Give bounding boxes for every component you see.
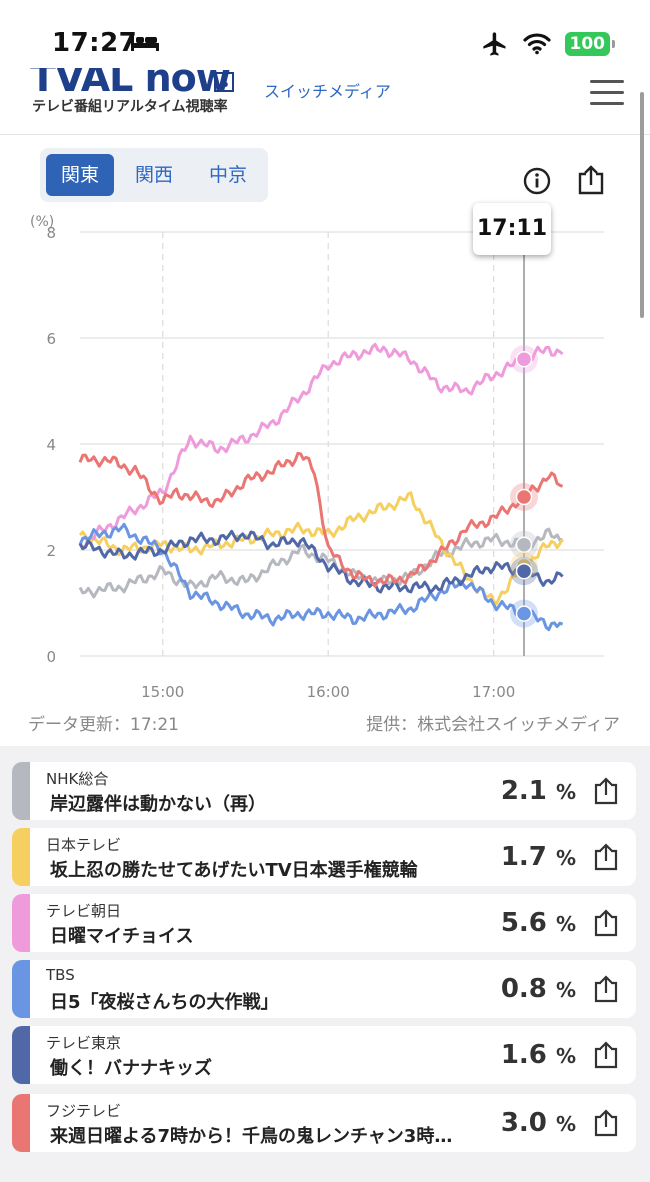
series-line <box>78 529 564 594</box>
program-title: 来週日曜よる7時から！千鳥の鬼レンチャン3時… <box>50 1126 453 1147</box>
series-point <box>515 562 533 580</box>
share-icon[interactable] <box>592 842 620 872</box>
y-unit-label: (%) <box>30 214 54 230</box>
rating-value: 1.6 % <box>500 1040 576 1070</box>
chart-tooltip: 17:11 <box>473 203 551 255</box>
share-icon[interactable] <box>592 908 620 938</box>
app-logo[interactable]: TVAL now <box>30 68 231 100</box>
status-bar: 17:27 100 <box>0 0 650 78</box>
channel-name: フジテレビ <box>46 1102 122 1120</box>
y-tick-label: 4 <box>46 436 56 454</box>
list-item[interactable]: フジテレビ 来週日曜よる7時から！千鳥の鬼レンチャン3時… 3.0 % <box>12 1094 636 1152</box>
rating-value: 5.6 % <box>500 908 576 938</box>
list-item[interactable]: テレビ朝日 日曜マイチョイス 5.6 % <box>12 894 636 952</box>
share-icon[interactable] <box>592 1108 620 1138</box>
y-tick-label: 2 <box>46 542 56 560</box>
series-point <box>515 536 533 553</box>
y-tick-label: 0 <box>46 648 56 666</box>
status-time: 17:27 <box>52 28 138 58</box>
series-line <box>78 522 564 632</box>
bed-icon <box>131 35 159 51</box>
x-tick-label: 16:00 <box>307 683 350 701</box>
provider-text: 提供：株式会社スイッチメディア <box>366 715 620 735</box>
tab-kansai[interactable]: 関西 <box>134 164 173 186</box>
share-icon[interactable] <box>592 776 620 806</box>
list-item[interactable]: TBS 日5「夜桜さんちの大作戦」 0.8 % <box>12 960 636 1018</box>
rating-value: 3.0 % <box>500 1108 576 1138</box>
share-icon[interactable] <box>576 164 606 196</box>
y-tick-label: 6 <box>46 330 56 348</box>
program-list: NHK総合 岸辺露伴は動かない（再） 2.1 % 日本テレビ 坂上忍の勝たせてあ… <box>0 746 650 1182</box>
program-title: 坂上忍の勝たせてあげたいTV日本選手権競輪 <box>50 860 418 881</box>
program-title: 日曜マイチョイス <box>50 926 194 947</box>
program-title: 岸辺露伴は動かない（再） <box>50 794 266 815</box>
region-tabs: 関東 関西 中京 <box>40 148 268 202</box>
ratings-line-chart: 0 2 4 6 8(%) 15:00 16:00 17:00 <box>30 214 604 701</box>
channel-name: テレビ東京 <box>46 1034 122 1052</box>
hamburger-icon[interactable] <box>590 80 624 113</box>
program-title: 日5「夜桜さんちの大作戦」 <box>50 992 279 1013</box>
logo-subtitle: テレビ番組リアルタイム視聴率 <box>32 99 228 115</box>
scrollbar[interactable] <box>640 92 644 318</box>
share-icon[interactable] <box>592 1040 620 1070</box>
channel-color-bar <box>12 762 30 820</box>
series-line <box>78 342 564 550</box>
channel-name: NHK総合 <box>46 770 109 788</box>
series-line <box>78 451 564 588</box>
rating-value: 2.1 % <box>500 776 576 806</box>
channel-color-bar <box>12 960 30 1018</box>
series-point <box>515 605 533 622</box>
app-header: TVAL now β テレビ番組リアルタイム視聴率 スイッチメディア <box>0 68 650 135</box>
program-title: 働く！バナナキッズ <box>50 1058 212 1079</box>
info-icon[interactable] <box>522 164 552 196</box>
x-tick-label: 17:00 <box>472 683 515 701</box>
tab-chukyo[interactable]: 中京 <box>208 164 247 186</box>
rating-value: 0.8 % <box>500 974 576 1004</box>
wifi-icon <box>522 33 551 55</box>
channel-color-bar <box>12 894 30 952</box>
series-point <box>515 350 533 368</box>
battery-icon: 100 <box>564 32 615 56</box>
channel-name: TBS <box>46 966 75 984</box>
channel-color-bar <box>12 1094 30 1152</box>
series-line <box>78 527 563 599</box>
channel-name: テレビ朝日 <box>46 902 122 920</box>
series-point <box>515 488 533 506</box>
share-icon[interactable] <box>592 974 620 1004</box>
x-tick-label: 15:00 <box>141 683 184 701</box>
channel-name: 日本テレビ <box>46 836 122 854</box>
list-item[interactable]: NHK総合 岸辺露伴は動かない（再） 2.1 % <box>12 762 636 820</box>
tab-kanto[interactable]: 関東 <box>46 154 114 196</box>
airplane-icon <box>482 32 505 56</box>
rating-value: 1.7 % <box>500 842 576 872</box>
list-item[interactable]: 日本テレビ 坂上忍の勝たせてあげたいTV日本選手権競輪 1.7 % <box>12 828 636 886</box>
channel-color-bar <box>12 828 30 886</box>
channel-color-bar <box>12 1026 30 1084</box>
y-tick-label: 8 <box>46 224 56 242</box>
brand-link[interactable]: スイッチメディア <box>264 82 391 101</box>
logo-beta-badge: β <box>214 72 234 92</box>
list-item[interactable]: テレビ東京 働く！バナナキッズ 1.6 % <box>12 1026 636 1084</box>
data-update-text: データ更新：17:21 <box>28 715 179 735</box>
